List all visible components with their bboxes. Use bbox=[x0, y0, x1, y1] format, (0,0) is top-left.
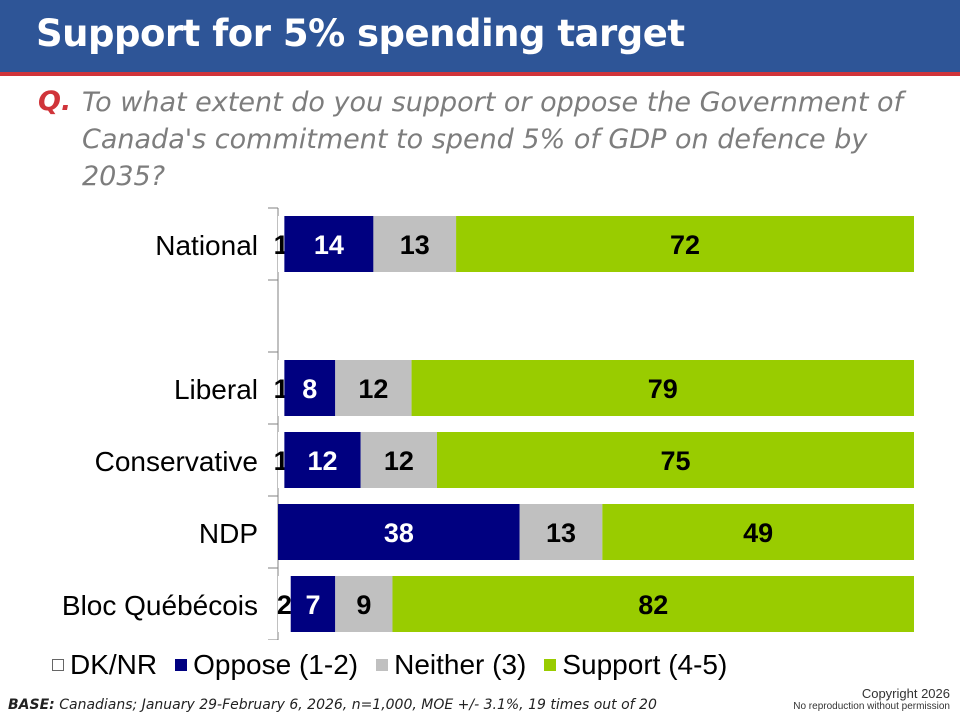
bar-ndp-oppose-1-2 bbox=[278, 504, 520, 560]
data-label-liberal-support-4-5: 79 bbox=[648, 374, 678, 404]
header-bar bbox=[0, 0, 960, 72]
data-label-national-neither-3: 13 bbox=[400, 230, 430, 260]
base-text: Canadians; January 29-February 6, 2026, … bbox=[54, 697, 657, 713]
page-title: Support for 5% spending target bbox=[36, 12, 685, 55]
data-label-bloc-qu-b-cois-support-4-5: 82 bbox=[638, 590, 668, 620]
base-label: BASE: bbox=[8, 697, 55, 713]
data-label-liberal-neither-3: 12 bbox=[358, 374, 388, 404]
data-label-bloc-qu-b-cois-dk-nr: 2 bbox=[277, 590, 292, 620]
legend-item-oppose: Oppose (1-2) bbox=[175, 649, 358, 681]
base-note: BASE: Canadians; January 29-February 6, … bbox=[8, 697, 657, 713]
data-label-ndp-support-4-5: 49 bbox=[743, 518, 773, 548]
bar-liberal-support-4-5 bbox=[411, 360, 914, 416]
category-label-liberal: Liberal bbox=[174, 374, 258, 405]
category-label-national: National bbox=[155, 230, 258, 261]
copyright-text: Copyright 2026 bbox=[861, 686, 950, 701]
data-label-conservative-oppose-1-2: 12 bbox=[307, 446, 337, 476]
legend-label-dk-nr: DK/NR bbox=[70, 649, 158, 680]
bar-ndp-neither-3 bbox=[519, 504, 603, 560]
bar-liberal-oppose-1-2 bbox=[284, 360, 336, 416]
bar-national-neither-3 bbox=[373, 216, 457, 272]
bar-conservative-support-4-5 bbox=[437, 432, 914, 488]
category-label-conservative: Conservative bbox=[95, 446, 258, 477]
data-label-ndp-oppose-1-2: 38 bbox=[384, 518, 414, 548]
data-label-liberal-oppose-1-2: 8 bbox=[302, 374, 317, 404]
legend-swatch-neither bbox=[376, 659, 389, 671]
legend-label-oppose: Oppose (1-2) bbox=[193, 649, 359, 680]
legend-item-neither: Neither (3) bbox=[376, 649, 526, 681]
data-label-national-support-4-5: 72 bbox=[670, 230, 700, 260]
legend-label-support: Support (4-5) bbox=[562, 649, 728, 680]
data-label-bloc-qu-b-cois-oppose-1-2: 7 bbox=[305, 590, 320, 620]
bar-liberal-dk-nr bbox=[278, 360, 285, 416]
bar-conservative-neither-3 bbox=[360, 432, 437, 488]
legend-label-neither: Neither (3) bbox=[394, 649, 527, 680]
bar-national-dk-nr bbox=[278, 216, 285, 272]
bar-national-support-4-5 bbox=[456, 216, 914, 272]
legend-item-dk-nr: DK/NR bbox=[52, 649, 157, 681]
header-accent-line bbox=[0, 72, 960, 76]
data-label-national-oppose-1-2: 14 bbox=[314, 230, 344, 260]
bar-conservative-dk-nr bbox=[278, 432, 285, 488]
bar-bloc-qu-b-cois-oppose-1-2 bbox=[290, 576, 336, 632]
bar-conservative-oppose-1-2 bbox=[284, 432, 361, 488]
question-marker: Q. bbox=[38, 86, 72, 117]
data-label-conservative-support-4-5: 75 bbox=[660, 446, 690, 476]
category-label-bloc-qu-b-cois: Bloc Québécois bbox=[62, 590, 258, 621]
data-label-bloc-qu-b-cois-neither-3: 9 bbox=[356, 590, 371, 620]
data-label-conservative-neither-3: 12 bbox=[384, 446, 414, 476]
bar-bloc-qu-b-cois-dk-nr bbox=[278, 576, 291, 632]
chart-legend: DK/NR Oppose (1-2) Neither (3) Support (… bbox=[52, 647, 745, 683]
legend-swatch-dk-nr bbox=[52, 659, 64, 671]
bar-liberal-neither-3 bbox=[335, 360, 412, 416]
legend-swatch-oppose bbox=[175, 659, 188, 671]
category-label-ndp: NDP bbox=[199, 518, 258, 549]
reproduction-notice: No reproduction without permission bbox=[793, 701, 950, 712]
question-text: To what extent do you support or oppose … bbox=[82, 87, 904, 192]
bar-bloc-qu-b-cois-support-4-5 bbox=[392, 576, 915, 632]
data-label-ndp-neither-3: 13 bbox=[546, 518, 576, 548]
bar-bloc-qu-b-cois-neither-3 bbox=[335, 576, 393, 632]
copyright-block: Copyright 2026 No reproduction without p… bbox=[793, 686, 950, 712]
legend-swatch-support bbox=[544, 659, 557, 671]
bar-ndp-support-4-5 bbox=[602, 504, 914, 560]
bar-national-oppose-1-2 bbox=[284, 216, 374, 272]
legend-item-support: Support (4-5) bbox=[544, 649, 727, 681]
